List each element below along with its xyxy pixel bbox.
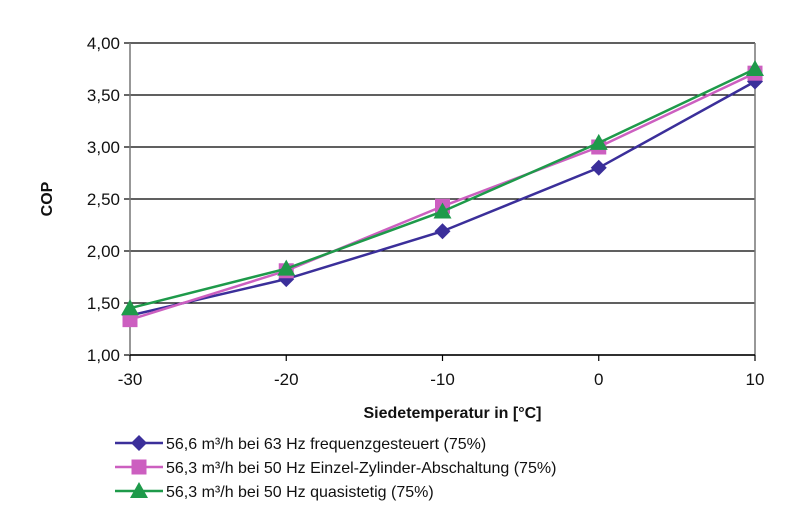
legend-item: 56,3 m³/h bei 50 Hz quasistetig (75%) xyxy=(115,482,434,501)
series-2 xyxy=(122,65,763,328)
y-tick-label: 4,00 xyxy=(87,34,120,53)
series-line xyxy=(129,67,756,310)
x-tick-label: -20 xyxy=(274,370,299,389)
series-3 xyxy=(121,60,764,316)
y-axis-title: COP xyxy=(39,181,56,216)
legend-label: 56,6 m³/h bei 63 Hz frequenzgesteuert (7… xyxy=(166,436,486,453)
legend-marker xyxy=(130,482,148,498)
x-axis-title: Siedetemperatur in [°C] xyxy=(364,405,542,422)
legend-item: 56,3 m³/h bei 50 Hz Einzel-Zylinder-Absc… xyxy=(115,459,556,477)
y-tick-label: 2,00 xyxy=(87,242,120,261)
legend-label: 56,3 m³/h bei 50 Hz Einzel-Zylinder-Absc… xyxy=(166,460,556,477)
y-tick-label: 3,50 xyxy=(87,86,120,105)
data-point xyxy=(122,312,138,328)
data-point xyxy=(121,299,139,316)
x-tick-label: -10 xyxy=(430,370,455,389)
legend-label: 56,3 m³/h bei 50 Hz quasistetig (75%) xyxy=(166,484,434,501)
data-point xyxy=(434,223,451,240)
y-tick-labels: 1,00 1,50 2,00 2,50 3,00 3,50 4,00 xyxy=(87,34,120,365)
data-point xyxy=(589,133,608,150)
data-point xyxy=(590,159,607,176)
data-point xyxy=(746,60,764,76)
data-point xyxy=(277,259,296,276)
y-tick-label: 1,00 xyxy=(87,346,120,365)
grid-lines xyxy=(130,42,755,356)
y-tick-label: 1,50 xyxy=(87,294,120,313)
data-point xyxy=(433,202,452,219)
x-tick-labels: -30 -20 -10 0 10 xyxy=(118,370,765,389)
legend: 56,6 m³/h bei 63 Hz frequenzgesteuert (7… xyxy=(115,435,556,501)
y-tick-label: 2,50 xyxy=(87,190,120,209)
data-series xyxy=(121,60,764,328)
series-line xyxy=(129,72,756,321)
legend-marker xyxy=(131,459,147,475)
x-tick-label: 0 xyxy=(594,370,603,389)
x-tick-label: -30 xyxy=(118,370,143,389)
y-tick-label: 3,00 xyxy=(87,138,120,157)
legend-item: 56,6 m³/h bei 63 Hz frequenzgesteuert (7… xyxy=(115,435,486,453)
x-tick-label: 10 xyxy=(746,370,765,389)
legend-marker xyxy=(131,435,147,451)
